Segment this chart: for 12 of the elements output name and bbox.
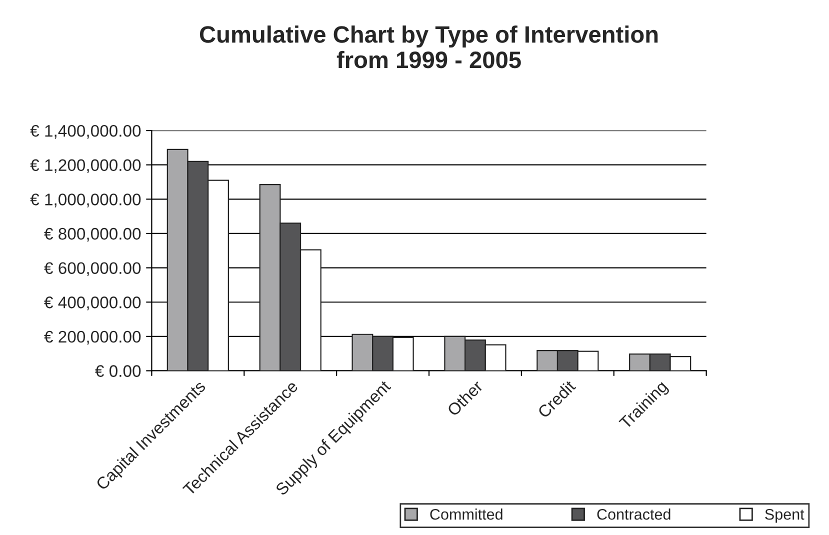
chart-title: Cumulative Chart by Type of Intervention from 1999 - 2005 [200, 25, 658, 68]
y-tick-label: € 0.00 [95, 365, 141, 377]
y-tick-label: € 1,400,000.00 [30, 124, 141, 139]
y-tick-label: € 800,000.00 [44, 228, 141, 242]
legend-label: Spent [765, 508, 804, 523]
y-tick-label: € 1,200,000.00 [30, 159, 141, 174]
legend-label: Committed [430, 508, 502, 520]
y-tick-label: € 1,000,000.00 [30, 194, 141, 208]
y-tick-label: € 200,000.00 [44, 330, 141, 345]
legend-label: Contracted [597, 508, 670, 520]
y-tick-label: € 600,000.00 [44, 262, 141, 276]
y-tick-label: € 400,000.00 [44, 296, 141, 310]
